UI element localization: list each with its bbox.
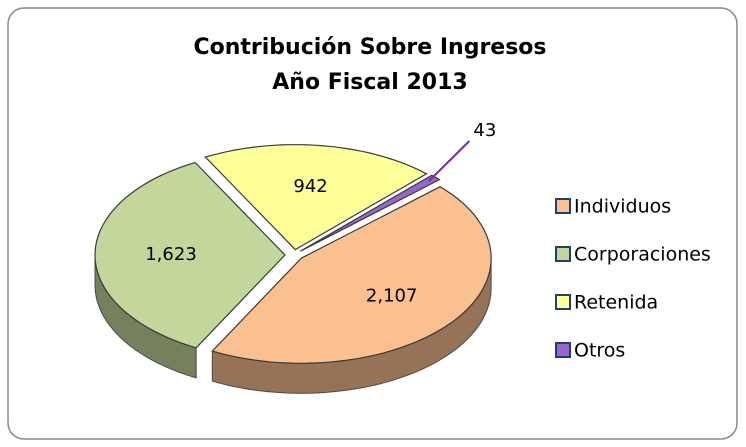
data-labels: 2,107 1,623 942 43: [145, 120, 496, 307]
legend-label: Otros: [574, 340, 625, 362]
data-label: 1,623: [145, 244, 197, 265]
pie-tops: [94, 144, 492, 364]
data-label: 942: [293, 176, 327, 197]
chart-subtitle: Año Fiscal 2013: [272, 70, 467, 95]
legend-label: Retenida: [574, 292, 658, 314]
legend-swatch: [555, 246, 571, 262]
data-label: 2,107: [366, 286, 418, 307]
legend-label: Corporaciones: [574, 244, 711, 266]
slice: [211, 186, 492, 364]
data-label: 43: [473, 120, 496, 141]
legend-swatch: [555, 198, 571, 214]
slice: [300, 174, 441, 252]
legend: Individuos Corporaciones Retenida Otros: [555, 196, 711, 362]
legend-label: Individuos: [574, 196, 671, 218]
chart-title: Contribución Sobre Ingresos: [193, 35, 546, 60]
slice: [94, 161, 286, 349]
leader-line: [428, 140, 471, 182]
legend-swatch: [555, 342, 571, 358]
legend-swatch: [555, 294, 571, 310]
slice: [204, 144, 428, 251]
